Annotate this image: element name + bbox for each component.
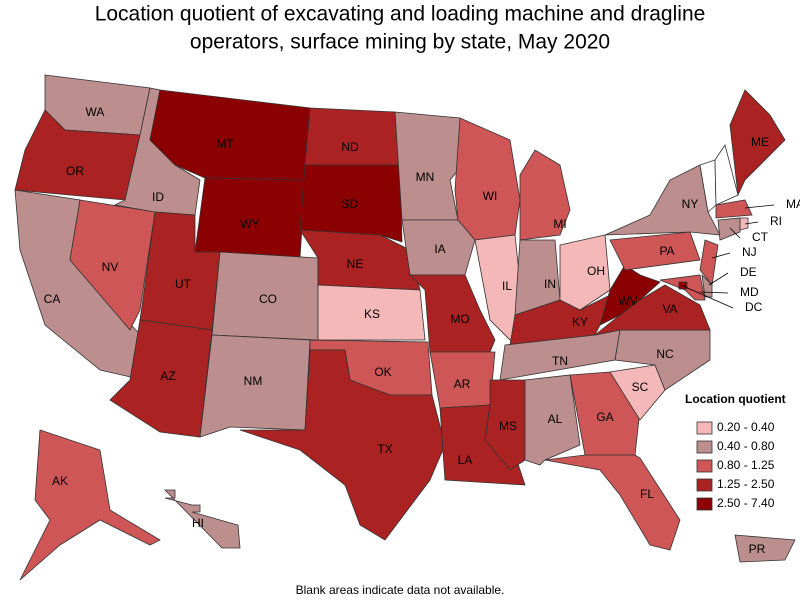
state [544,454,681,551]
state [239,349,446,541]
leader-line [699,291,729,294]
leader-line [708,272,729,286]
state [317,284,426,341]
state-label: RI [770,214,782,228]
state-no-data [714,144,739,206]
state-label: WY [240,217,259,231]
state [109,319,213,438]
state-label: MT [216,137,234,151]
state [678,281,688,290]
legend-label: 0.40 - 0.80 [717,439,775,453]
state-label: NY [682,197,699,211]
state-label: ND [341,140,359,154]
state-label: GA [596,410,613,424]
state-label: MS [499,419,517,433]
state [409,274,496,353]
state [559,234,611,311]
state-label: KY [572,315,588,329]
state-label: PR [749,542,766,556]
state-label: DE [740,265,757,279]
state-label: WV [618,294,637,308]
state [609,231,701,271]
state-label: OH [587,264,605,278]
title-line: Location quotient of excavating and load… [95,3,706,26]
state [401,219,476,276]
state-label: NM [244,374,263,388]
state [164,489,241,549]
legend-swatch [696,478,713,492]
state [299,164,403,243]
state-label: ME [751,135,769,149]
state-label: IN [544,277,556,291]
state-label: CO [259,292,277,306]
state-label: KS [364,307,380,321]
state-label: AK [52,474,68,488]
state-label: OR [66,164,84,178]
state-label: TN [552,354,568,368]
legend-label: 0.80 - 1.25 [717,458,775,472]
state-label: MD [740,285,759,299]
legend-swatch [696,459,713,473]
state-label: FL [640,487,654,501]
state [717,217,741,241]
state-label: NJ [742,245,757,259]
leader-line [729,227,741,239]
state-label: SC [632,380,649,394]
state-label: ID [152,190,164,204]
legend-swatch [696,497,713,511]
state-label: SD [342,197,359,211]
legend-swatch [696,421,713,435]
state-label: NV [102,260,119,274]
leader-line [682,285,734,309]
state-label: MA [786,197,800,211]
state-label: HI [192,516,204,530]
leader-line [744,221,759,225]
state [715,199,753,219]
legend-swatch [696,440,713,454]
state [19,429,161,581]
state [304,107,401,166]
state-label: VA [662,302,677,316]
legend-label: 2.50 - 7.40 [717,496,775,510]
legend-title: Location quotient [685,392,786,406]
state-label: AZ [160,369,175,383]
state-label: MN [416,170,435,184]
state-label: WA [86,105,105,119]
state-label: PA [659,244,674,258]
state-label: UT [175,277,192,291]
state [734,534,796,563]
state-label: CA [44,292,61,306]
leader-line [744,204,775,209]
state-label: OK [374,365,391,379]
leader-line [711,252,731,259]
state [701,273,713,298]
state-label: NC [656,347,674,361]
legend-label: 0.20 - 0.40 [717,420,775,434]
state-label: IL [502,279,512,293]
state-label: TX [377,442,392,456]
state [454,117,521,241]
state-label: MI [553,217,566,231]
legend-label: 1.25 - 2.50 [717,477,775,491]
state-label: AL [548,412,563,426]
state-label: AR [454,377,471,391]
state-label: MO [450,312,469,326]
state-label: IA [434,242,445,256]
state-label: DC [745,300,763,314]
state [199,334,311,438]
note: Blank areas indicate data not available. [296,583,505,597]
state-label: WI [483,189,498,203]
state-label: CT [752,230,769,244]
title-line: operators, surface mining by state, May … [190,31,610,54]
state-label: LA [458,453,473,467]
state-label: NE [347,257,364,271]
